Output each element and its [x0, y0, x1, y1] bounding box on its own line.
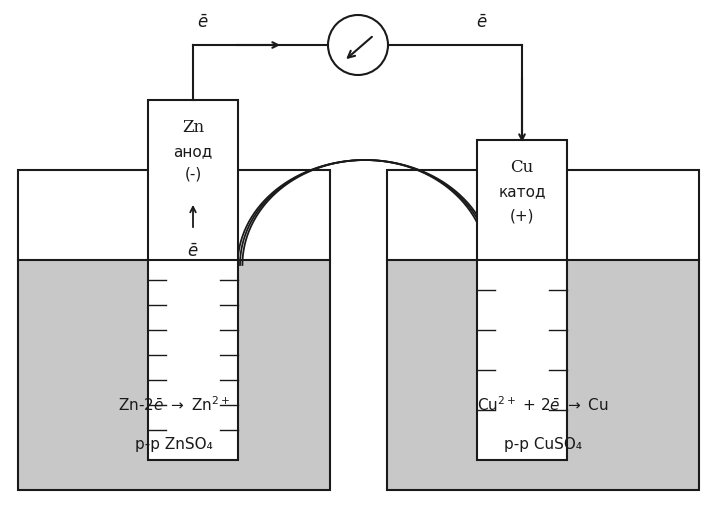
Bar: [18, 170, 330, 490]
Text: Zn-2$\bar{e}$ $\rightarrow$ Zn$^{2+}$: Zn-2$\bar{e}$ $\rightarrow$ Zn$^{2+}$: [118, 395, 230, 414]
Bar: [18, 170, 330, 260]
Text: Cu$^{2+}$ + 2$\bar{e}$ $\rightarrow$ Cu: Cu$^{2+}$ + 2$\bar{e}$ $\rightarrow$ Cu: [477, 395, 609, 414]
Text: $\bar{e}$: $\bar{e}$: [476, 14, 488, 32]
Text: р-р CuSO₄: р-р CuSO₄: [504, 438, 582, 453]
Text: (+): (+): [510, 208, 534, 224]
Bar: [387, 260, 699, 490]
Text: Cu: Cu: [511, 159, 533, 177]
Bar: [387, 170, 699, 260]
Text: $\bar{e}$: $\bar{e}$: [197, 14, 209, 32]
Bar: [148, 100, 238, 460]
Bar: [387, 170, 699, 490]
Bar: [477, 140, 567, 460]
Text: $\bar{e}$: $\bar{e}$: [187, 243, 199, 260]
Bar: [18, 260, 330, 490]
Text: анод: анод: [174, 144, 213, 159]
Text: Zn: Zn: [182, 119, 204, 137]
Text: катод: катод: [498, 184, 546, 200]
Text: р-р ZnSO₄: р-р ZnSO₄: [135, 438, 213, 453]
Text: (-): (-): [184, 167, 201, 181]
Circle shape: [328, 15, 388, 75]
